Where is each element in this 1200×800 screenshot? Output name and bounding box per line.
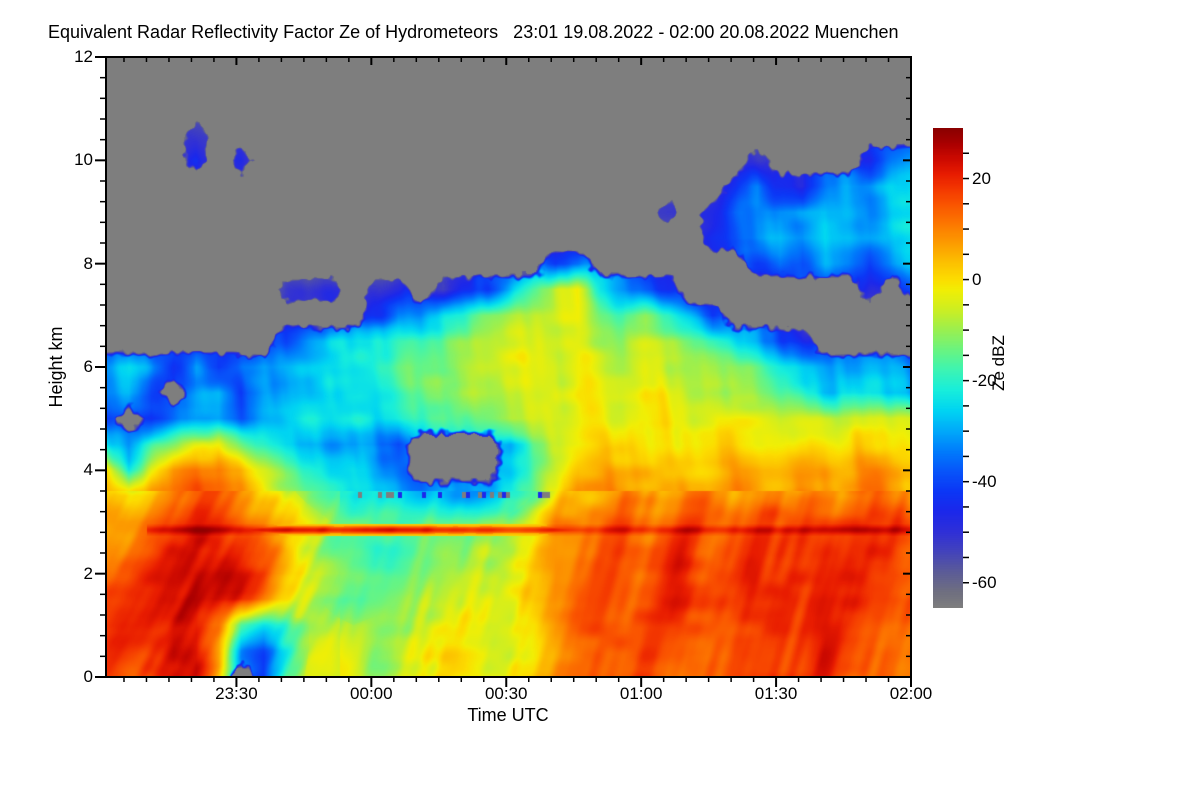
- y-tick-label: 12: [74, 47, 93, 66]
- y-tick-label: 6: [83, 357, 93, 376]
- x-tick-label: 00:00: [350, 684, 393, 703]
- y-tick-label: 2: [83, 563, 93, 583]
- x-tick-label: 01:30: [754, 684, 798, 703]
- y-axis-title: Height km: [46, 326, 66, 408]
- colorbar-tick-label: -40: [972, 471, 997, 491]
- colorbar-title: Ze dBZ: [989, 335, 1008, 391]
- colorbar-gradient: [933, 128, 963, 608]
- colorbar-tick-label: -60: [972, 572, 997, 592]
- y-tick-label: 0: [83, 667, 93, 686]
- reflectivity-heatmap: [106, 57, 911, 677]
- x-tick-label: 01:00: [619, 684, 663, 703]
- colorbar-tick-label: -20: [972, 370, 997, 390]
- chart-title: Equivalent Radar Reflectivity Factor Ze …: [48, 22, 899, 42]
- y-tick-label: 8: [83, 253, 93, 273]
- x-tick-label: 02:00: [889, 684, 933, 703]
- y-tick-label: 10: [74, 150, 93, 170]
- colorbar-tick-label: 0: [972, 269, 982, 289]
- x-tick-label: 00:30: [484, 684, 528, 703]
- colorbar-tick-label: 20: [972, 168, 991, 188]
- x-axis-title: Time UTC: [467, 705, 549, 725]
- y-tick-label: 4: [83, 460, 93, 480]
- x-tick-label: 23:30: [215, 684, 258, 703]
